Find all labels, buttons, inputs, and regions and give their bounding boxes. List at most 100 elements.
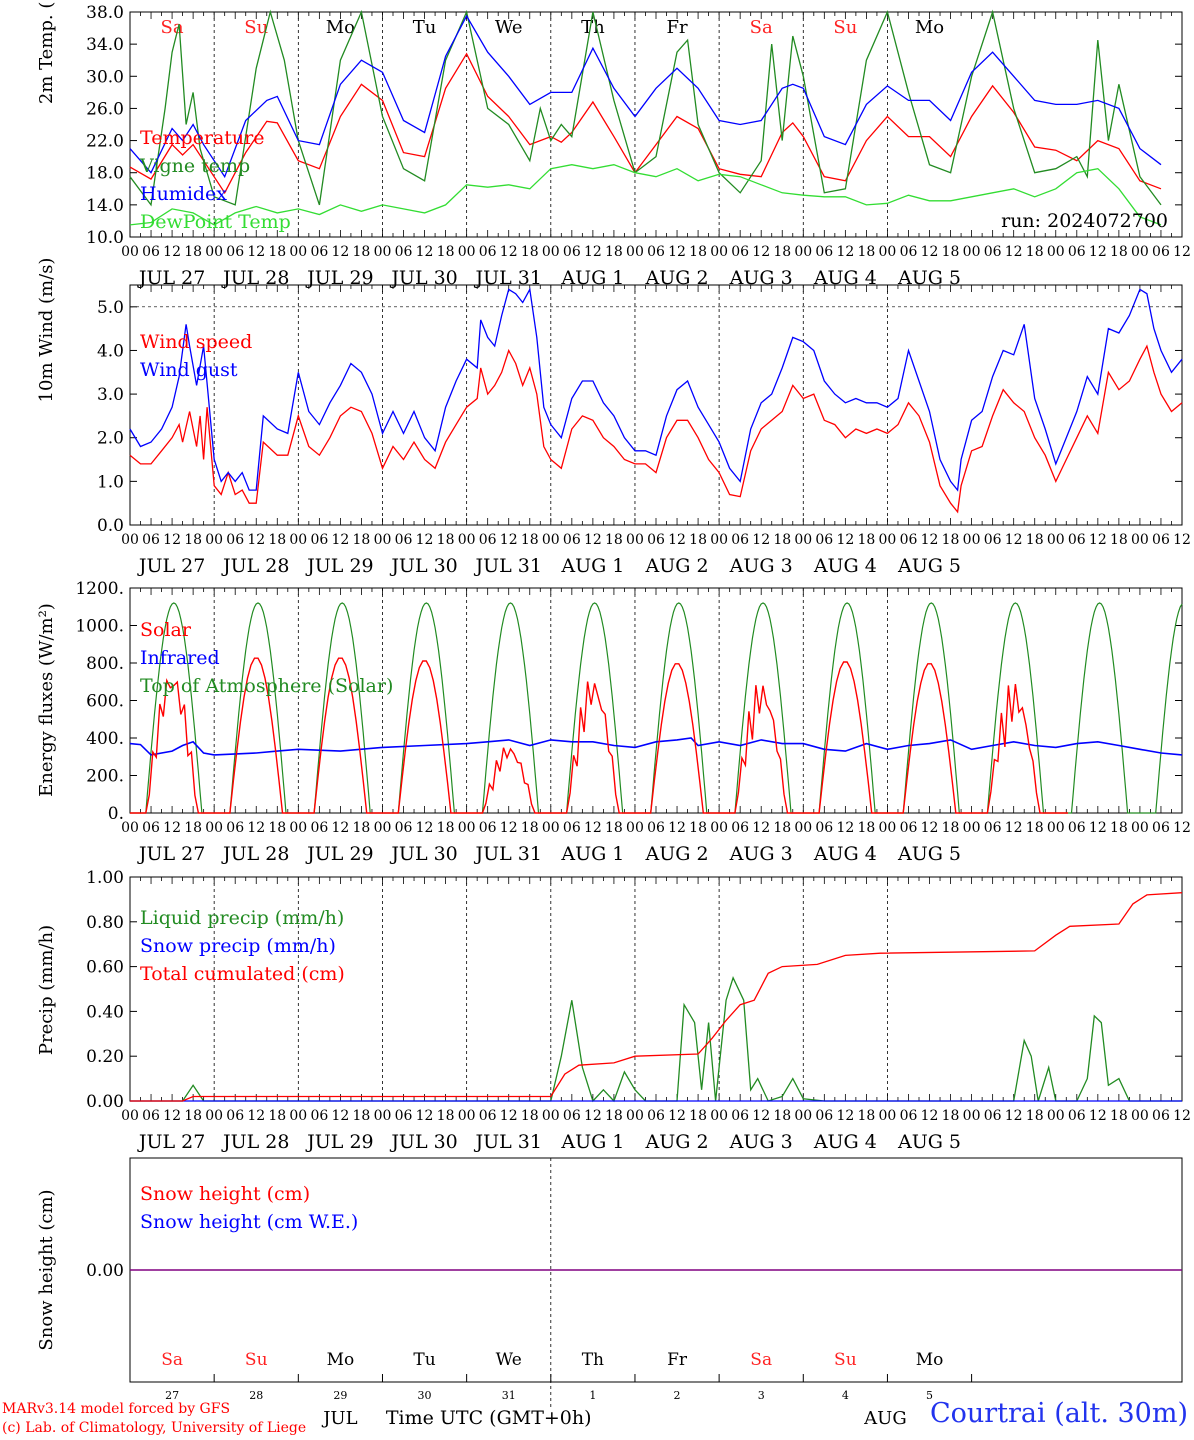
- hour-tick-label: 18: [437, 532, 455, 548]
- weekday-label: Sa: [750, 17, 773, 38]
- hour-tick-label: 00: [963, 244, 981, 260]
- day-label: JUL 29: [305, 843, 373, 865]
- hour-tick-label: 00: [1131, 532, 1149, 548]
- day-label: JUL 30: [389, 1131, 457, 1153]
- hour-tick-label: 18: [942, 820, 960, 836]
- weekday-label: Sa: [161, 17, 184, 38]
- day-label: AUG 4: [813, 843, 877, 865]
- hour-tick-label: 00: [710, 1108, 728, 1124]
- hour-tick-label: 06: [310, 244, 328, 260]
- hour-tick-label: 12: [836, 244, 854, 260]
- hour-tick-label: 12: [1173, 532, 1191, 548]
- hour-tick-label: 12: [500, 1108, 518, 1124]
- y-tick-label: 800.: [86, 654, 124, 674]
- legend-entry: Humidex: [140, 183, 227, 205]
- hour-tick-label: 06: [1068, 1108, 1086, 1124]
- day-label: AUG 1: [560, 267, 624, 289]
- hour-tick-label: 18: [689, 1108, 707, 1124]
- hour-tick-label: 18: [1110, 1108, 1128, 1124]
- hour-tick-label: 18: [942, 1108, 960, 1124]
- y-tick-label: 30.0: [86, 67, 124, 87]
- hour-tick-label: 06: [731, 244, 749, 260]
- legend-entry: Solar: [140, 619, 192, 641]
- hour-tick-label: 00: [205, 244, 223, 260]
- hour-tick-label: 00: [879, 244, 897, 260]
- y-tick-label: 0.: [108, 804, 124, 824]
- hour-tick-label: 12: [247, 244, 265, 260]
- hour-tick-label: 12: [1173, 244, 1191, 260]
- hour-tick-label: 18: [1110, 532, 1128, 548]
- hour-tick-label: 18: [942, 532, 960, 548]
- y-tick-label: 3.0: [97, 385, 124, 405]
- hour-tick-label: 00: [458, 532, 476, 548]
- hour-tick-label: 18: [857, 820, 875, 836]
- y-tick-label: 0.00: [86, 1261, 124, 1281]
- hour-tick-label: 18: [268, 820, 286, 836]
- hour-tick-label: 12: [416, 820, 434, 836]
- hour-tick-label: 00: [879, 820, 897, 836]
- hour-tick-label: 18: [605, 1108, 623, 1124]
- y-tick-label: 1200.: [75, 579, 124, 599]
- day-number: 31: [502, 1389, 516, 1402]
- y-tick-label: 26.0: [86, 99, 124, 119]
- weekday-label: Th: [582, 1350, 604, 1370]
- time-axis-label: Time UTC (GMT+0h): [386, 1407, 592, 1429]
- day-label: AUG 2: [645, 555, 709, 577]
- hour-tick-label: 12: [668, 244, 686, 260]
- series-line: [129, 52, 1162, 195]
- hour-tick-label: 00: [1131, 244, 1149, 260]
- hour-tick-label: 18: [689, 820, 707, 836]
- y-axis-label: Snow height (cm): [36, 1189, 57, 1350]
- month-label: AUG: [863, 1408, 907, 1429]
- hour-tick-label: 06: [900, 1108, 918, 1124]
- hour-tick-label: 00: [121, 1108, 139, 1124]
- hour-tick-label: 12: [331, 820, 349, 836]
- y-tick-label: 0.20: [86, 1047, 124, 1067]
- hour-tick-label: 18: [521, 244, 539, 260]
- day-label: AUG 3: [729, 267, 793, 289]
- day-label: JUL 27: [137, 267, 205, 289]
- hour-tick-label: 18: [773, 1108, 791, 1124]
- day-label: JUL 28: [221, 843, 289, 865]
- series-solar: [130, 657, 1068, 814]
- hour-tick-label: 00: [205, 532, 223, 548]
- month-label: JUL: [321, 1408, 357, 1429]
- hour-tick-label: 12: [247, 1108, 265, 1124]
- hour-tick-label: 00: [289, 532, 307, 548]
- hour-tick-label: 00: [458, 1108, 476, 1124]
- day-label: AUG 2: [645, 267, 709, 289]
- hour-tick-label: 00: [458, 244, 476, 260]
- y-axis-label: 10m Wind (m/s): [36, 258, 57, 403]
- weekday-label: Mo: [326, 17, 355, 38]
- y-tick-label: 200.: [86, 767, 124, 787]
- hour-tick-label: 18: [689, 532, 707, 548]
- hour-tick-label: 18: [605, 244, 623, 260]
- hour-tick-label: 00: [121, 532, 139, 548]
- legend-entry: Snow precip (mm/h): [140, 935, 336, 957]
- hour-tick-label: 00: [794, 820, 812, 836]
- hour-tick-label: 12: [584, 532, 602, 548]
- hour-tick-label: 00: [879, 532, 897, 548]
- day-number: 3: [758, 1389, 765, 1402]
- y-tick-label: 34.0: [86, 35, 124, 55]
- day-label: AUG 2: [645, 843, 709, 865]
- weekday-label: Tu: [413, 1350, 435, 1370]
- hour-tick-label: 18: [857, 1108, 875, 1124]
- hour-tick-label: 06: [226, 532, 244, 548]
- day-label: AUG 3: [729, 555, 793, 577]
- hour-tick-label: 00: [1131, 820, 1149, 836]
- hour-tick-label: 00: [374, 532, 392, 548]
- hour-tick-label: 00: [710, 820, 728, 836]
- hour-tick-label: 12: [836, 1108, 854, 1124]
- weekday-label: Fr: [667, 1350, 688, 1370]
- plot-frame: [129, 284, 1183, 526]
- hour-tick-label: 06: [900, 532, 918, 548]
- day-number: 5: [926, 1389, 933, 1402]
- hour-tick-label: 06: [1068, 820, 1086, 836]
- hour-tick-label: 12: [1089, 1108, 1107, 1124]
- hour-tick-label: 00: [205, 1108, 223, 1124]
- station-label: Courtrai (alt. 30m): [929, 1398, 1188, 1429]
- y-tick-label: 5.0: [97, 298, 124, 318]
- hour-tick-label: 12: [752, 532, 770, 548]
- hour-tick-label: 18: [184, 820, 202, 836]
